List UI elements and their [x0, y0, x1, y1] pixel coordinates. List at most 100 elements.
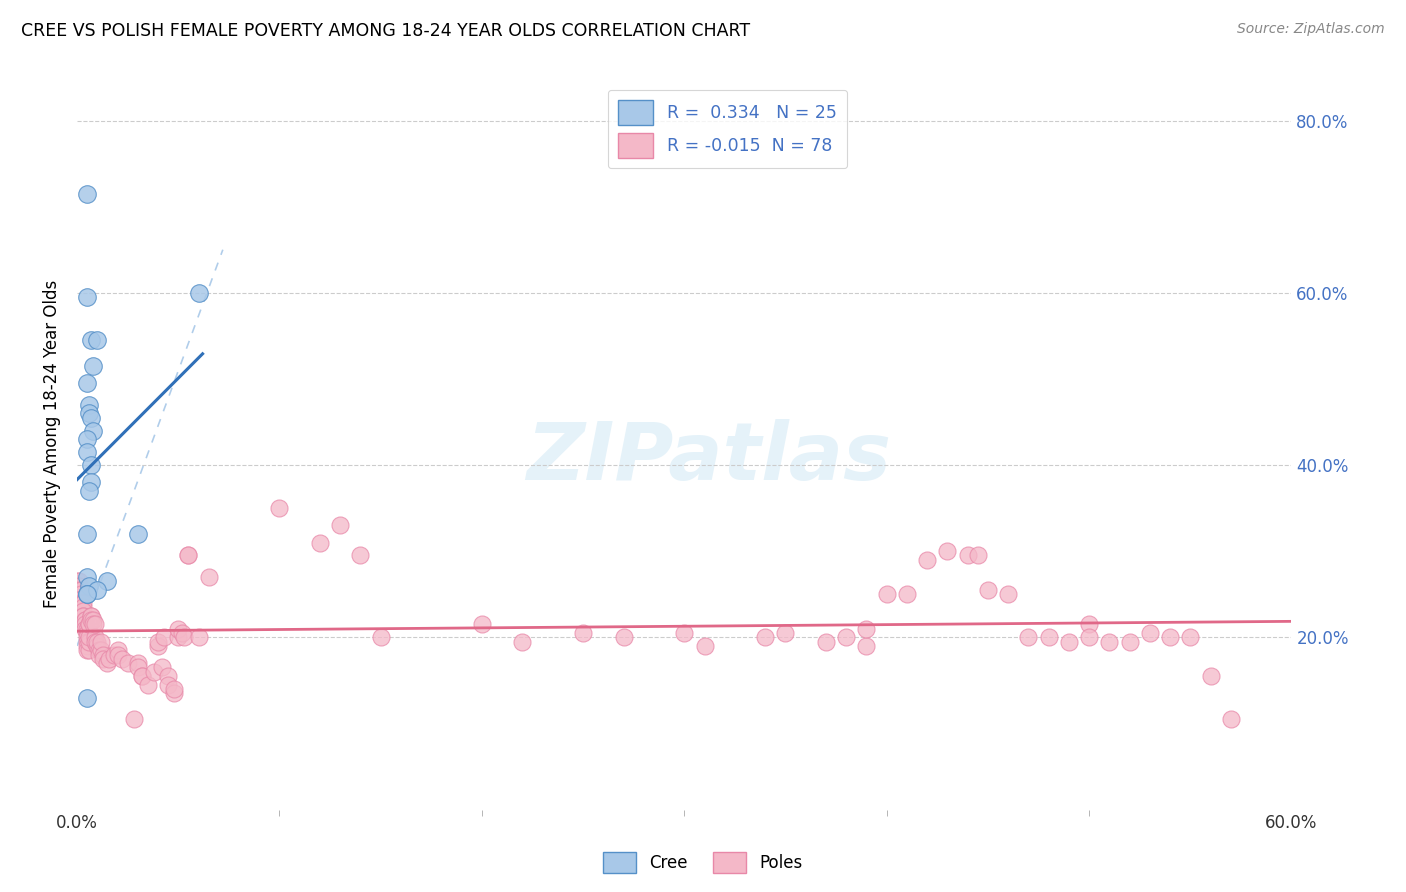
- Point: [89, 648, 111, 662]
- Point: [80, 333, 103, 347]
- Point: [77, 617, 100, 632]
- Point: [131, 669, 153, 683]
- Point: [977, 582, 1000, 597]
- Point: [693, 639, 716, 653]
- Point: [86, 582, 108, 597]
- Point: [1098, 634, 1121, 648]
- Point: [82, 617, 104, 632]
- Point: [1057, 634, 1080, 648]
- Point: [82, 424, 104, 438]
- Point: [72, 608, 94, 623]
- Point: [93, 648, 115, 662]
- Point: [370, 630, 392, 644]
- Y-axis label: Female Poverty Among 18-24 Year Olds: Female Poverty Among 18-24 Year Olds: [44, 279, 60, 607]
- Point: [76, 634, 98, 648]
- Point: [75, 622, 97, 636]
- Point: [77, 406, 100, 420]
- Point: [1118, 634, 1140, 648]
- Point: [1139, 626, 1161, 640]
- Point: [187, 630, 209, 644]
- Point: [90, 634, 112, 648]
- Point: [117, 656, 139, 670]
- Point: [329, 518, 352, 533]
- Point: [75, 613, 97, 627]
- Point: [131, 669, 153, 683]
- Point: [1078, 617, 1101, 632]
- Point: [76, 639, 98, 653]
- Point: [107, 648, 129, 662]
- Point: [172, 626, 194, 640]
- Point: [96, 656, 118, 670]
- Point: [173, 630, 195, 644]
- Point: [93, 652, 115, 666]
- Point: [103, 648, 125, 662]
- Legend: R =  0.334   N = 25, R = -0.015  N = 78: R = 0.334 N = 25, R = -0.015 N = 78: [607, 90, 848, 169]
- Point: [167, 622, 190, 636]
- Point: [75, 617, 97, 632]
- Point: [673, 626, 696, 640]
- Text: Source: ZipAtlas.com: Source: ZipAtlas.com: [1237, 22, 1385, 37]
- Point: [896, 587, 918, 601]
- Point: [67, 579, 90, 593]
- Point: [150, 660, 173, 674]
- Point: [70, 591, 93, 606]
- Point: [127, 656, 149, 670]
- Point: [76, 630, 98, 644]
- Point: [1180, 630, 1202, 644]
- Point: [1078, 630, 1101, 644]
- Point: [512, 634, 534, 648]
- Point: [72, 608, 94, 623]
- Point: [146, 639, 169, 653]
- Point: [82, 359, 104, 373]
- Point: [143, 665, 166, 679]
- Point: [84, 634, 107, 648]
- Point: [167, 630, 190, 644]
- Point: [855, 622, 877, 636]
- Point: [82, 613, 104, 627]
- Point: [76, 626, 98, 640]
- Point: [76, 186, 98, 201]
- Point: [76, 527, 98, 541]
- Point: [269, 501, 291, 516]
- Point: [76, 622, 98, 636]
- Point: [76, 690, 98, 705]
- Point: [775, 626, 797, 640]
- Point: [72, 596, 94, 610]
- Point: [309, 535, 332, 549]
- Point: [77, 634, 100, 648]
- Point: [136, 678, 159, 692]
- Point: [1038, 630, 1060, 644]
- Point: [127, 527, 149, 541]
- Point: [77, 617, 100, 632]
- Point: [76, 570, 98, 584]
- Point: [76, 445, 98, 459]
- Point: [86, 333, 108, 347]
- Point: [77, 483, 100, 498]
- Point: [86, 639, 108, 653]
- Point: [163, 681, 186, 696]
- Point: [177, 549, 200, 563]
- Point: [612, 630, 634, 644]
- Point: [915, 553, 938, 567]
- Point: [153, 630, 176, 644]
- Point: [835, 630, 858, 644]
- Point: [66, 574, 89, 589]
- Text: ZIPatlas: ZIPatlas: [526, 419, 891, 497]
- Point: [997, 587, 1019, 601]
- Point: [855, 639, 877, 653]
- Point: [956, 549, 979, 563]
- Point: [67, 574, 90, 589]
- Point: [90, 643, 112, 657]
- Point: [84, 617, 107, 632]
- Point: [75, 613, 97, 627]
- Point: [107, 643, 129, 657]
- Point: [76, 587, 98, 601]
- Point: [96, 574, 118, 589]
- Point: [80, 608, 103, 623]
- Point: [1017, 630, 1039, 644]
- Point: [1199, 669, 1222, 683]
- Point: [936, 544, 959, 558]
- Point: [1159, 630, 1181, 644]
- Point: [77, 630, 100, 644]
- Point: [1219, 712, 1241, 726]
